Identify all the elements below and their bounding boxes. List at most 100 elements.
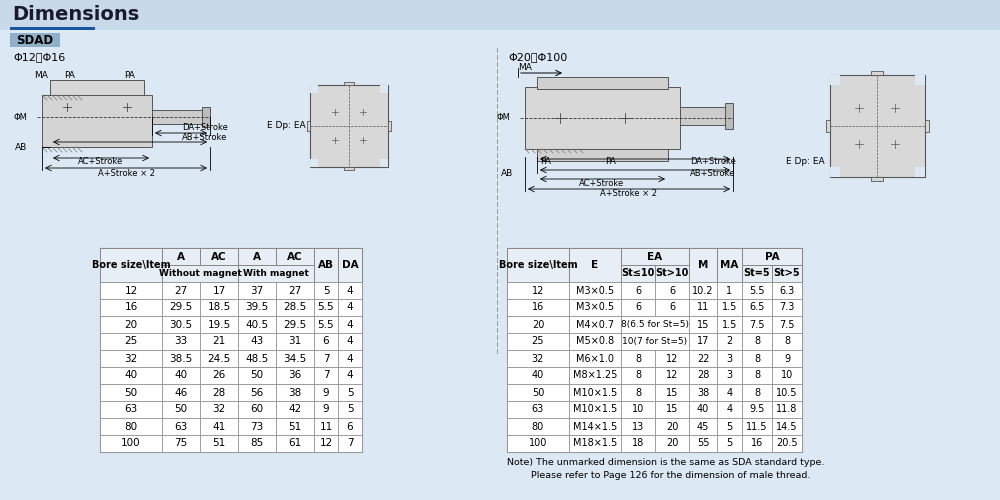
Text: 27: 27	[288, 286, 302, 296]
Bar	[314, 418, 338, 435]
Text: 41: 41	[212, 422, 226, 432]
Bar	[162, 299, 200, 316]
Bar	[569, 384, 621, 401]
Bar	[338, 299, 362, 316]
Text: 4: 4	[347, 302, 353, 312]
Bar	[772, 265, 802, 282]
Text: Φ20～Φ100: Φ20～Φ100	[508, 52, 567, 62]
Bar	[380, 159, 388, 167]
Bar	[655, 299, 689, 316]
Text: 40: 40	[174, 370, 188, 380]
Text: 40: 40	[697, 404, 709, 414]
Text: 13: 13	[632, 422, 644, 432]
Bar	[100, 316, 162, 333]
Text: 7: 7	[347, 438, 353, 448]
Text: PA: PA	[64, 72, 75, 80]
Text: 1.5: 1.5	[722, 302, 737, 312]
Text: 50: 50	[124, 388, 138, 398]
Bar	[569, 418, 621, 435]
Bar	[717, 282, 742, 299]
Bar	[742, 299, 772, 316]
Bar	[772, 435, 802, 452]
Bar	[162, 265, 238, 282]
Text: PA: PA	[765, 252, 779, 262]
Text: Please refer to Page 126 for the dimension of male thread.: Please refer to Page 126 for the dimensi…	[507, 471, 810, 480]
Text: AB: AB	[15, 142, 27, 152]
Text: 38.5: 38.5	[169, 354, 193, 364]
Bar	[344, 167, 354, 170]
Text: 9: 9	[323, 404, 329, 414]
Bar	[689, 333, 717, 350]
Bar	[338, 384, 362, 401]
Text: 31: 31	[288, 336, 302, 346]
Bar	[507, 350, 569, 367]
Text: 25: 25	[532, 336, 544, 346]
Bar	[162, 384, 200, 401]
Bar	[100, 401, 162, 418]
Text: 10: 10	[781, 370, 793, 380]
Text: 6: 6	[669, 286, 675, 296]
Text: 63: 63	[174, 422, 188, 432]
Text: 11.5: 11.5	[746, 422, 768, 432]
Bar	[338, 333, 362, 350]
Text: 6.3: 6.3	[779, 286, 795, 296]
Bar	[314, 248, 338, 282]
Text: 15: 15	[697, 320, 709, 330]
Text: 40: 40	[124, 370, 138, 380]
Bar	[689, 418, 717, 435]
Bar	[10, 33, 60, 47]
Text: 1: 1	[726, 286, 733, 296]
Text: 61: 61	[288, 438, 302, 448]
Text: 6: 6	[635, 302, 641, 312]
Bar	[238, 333, 276, 350]
Bar	[655, 282, 689, 299]
Bar	[314, 282, 338, 299]
Bar	[772, 401, 802, 418]
Bar	[742, 367, 772, 384]
Bar	[238, 401, 276, 418]
Text: AB: AB	[501, 168, 513, 177]
Bar	[742, 435, 772, 452]
Text: 60: 60	[250, 404, 264, 414]
Text: 15: 15	[666, 388, 678, 398]
Bar	[507, 384, 569, 401]
Bar	[310, 85, 388, 167]
Text: 8: 8	[754, 354, 760, 364]
Text: M4×0.7: M4×0.7	[576, 320, 614, 330]
Circle shape	[347, 124, 351, 128]
Bar	[276, 418, 314, 435]
Text: E Dp: EA: E Dp: EA	[786, 158, 825, 166]
Text: 9: 9	[784, 354, 790, 364]
Text: 29.5: 29.5	[169, 302, 193, 312]
Bar	[689, 367, 717, 384]
Text: 42: 42	[288, 404, 302, 414]
Text: 18.5: 18.5	[207, 302, 231, 312]
Bar	[689, 248, 717, 282]
Text: 4: 4	[347, 286, 353, 296]
Text: M5×0.8: M5×0.8	[576, 336, 614, 346]
Bar	[507, 435, 569, 452]
Text: A+Stroke × 2: A+Stroke × 2	[600, 190, 658, 198]
Bar	[200, 418, 238, 435]
Text: 9.5: 9.5	[749, 404, 765, 414]
Text: SDAD: SDAD	[16, 34, 54, 46]
Text: 85: 85	[250, 438, 264, 448]
Bar	[338, 248, 362, 282]
Bar	[569, 248, 621, 282]
Bar	[507, 418, 569, 435]
Bar	[742, 265, 772, 282]
Bar	[202, 107, 210, 127]
Text: 7: 7	[323, 370, 329, 380]
Text: 22: 22	[697, 354, 709, 364]
Text: 36: 36	[288, 370, 302, 380]
Text: 73: 73	[250, 422, 264, 432]
Text: 80: 80	[124, 422, 138, 432]
Bar	[307, 121, 310, 131]
Bar	[100, 367, 162, 384]
Text: 32: 32	[532, 354, 544, 364]
Text: 11.8: 11.8	[776, 404, 798, 414]
Text: 3: 3	[726, 370, 733, 380]
Text: 10.5: 10.5	[776, 388, 798, 398]
Text: 17: 17	[697, 336, 709, 346]
Text: 12: 12	[124, 286, 138, 296]
